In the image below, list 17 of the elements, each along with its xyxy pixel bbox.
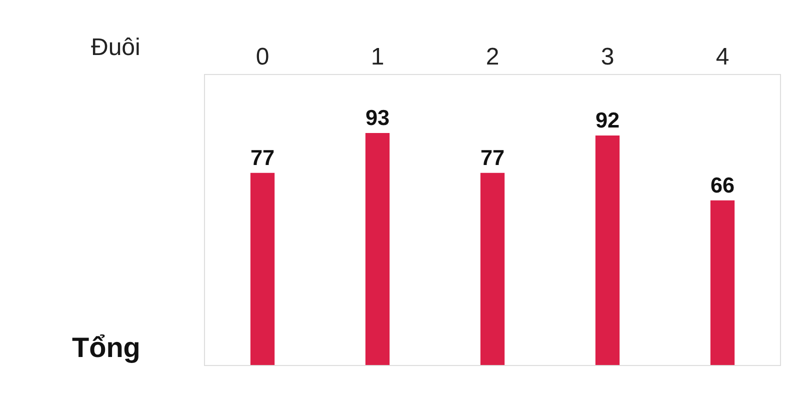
bar <box>710 200 735 365</box>
x-tick-label: 0 <box>256 43 270 70</box>
x-tick-label: 4 <box>716 43 730 70</box>
y-axis-title: Tổng <box>72 332 140 363</box>
data-label: 77 <box>250 144 275 170</box>
x-tick-label: 1 <box>370 43 384 70</box>
data-label: 93 <box>365 104 390 130</box>
bar <box>365 133 390 365</box>
data-label: 77 <box>480 144 505 170</box>
data-label: 92 <box>595 107 620 132</box>
bar <box>595 135 620 365</box>
x-axis-title: Đuôi <box>91 34 140 61</box>
x-tick-label: 3 <box>600 43 614 70</box>
data-label: 66 <box>710 172 735 198</box>
bar <box>480 172 505 365</box>
bar <box>250 172 275 365</box>
x-tick-label: 2 <box>486 43 500 70</box>
